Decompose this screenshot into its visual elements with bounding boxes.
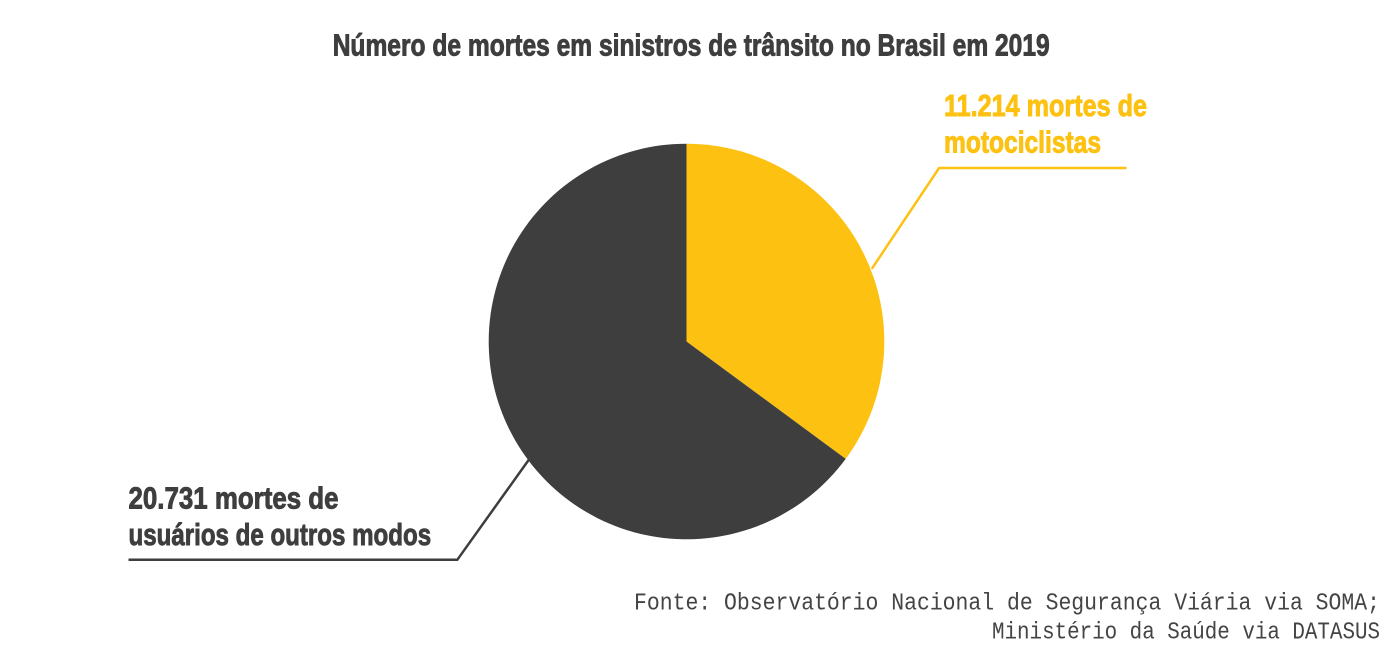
svg-text:11.214 mortes de: 11.214 mortes de xyxy=(944,89,1147,123)
svg-text:motociclistas: motociclistas xyxy=(944,125,1101,159)
svg-text:Número de mortes em sinistros: Número de mortes em sinistros de trânsit… xyxy=(333,28,1050,62)
svg-text:20.731 mortes de: 20.731 mortes de xyxy=(129,482,339,516)
svg-text:Ministério da Saúde via DATASU: Ministério da Saúde via DATASUS xyxy=(992,620,1380,647)
svg-text:Fonte: Observatório Nacional d: Fonte: Observatório Nacional de Seguranç… xyxy=(634,591,1380,618)
svg-text:usuários de outros modos: usuários de outros modos xyxy=(129,518,432,552)
